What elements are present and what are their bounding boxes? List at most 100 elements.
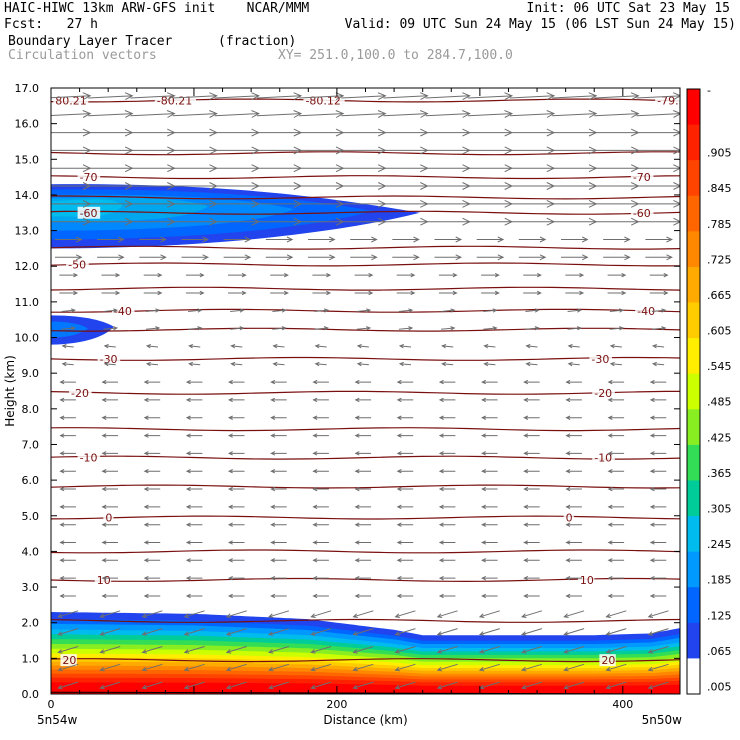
isotherm-line: [51, 484, 680, 489]
isotherm-label-bg: [592, 451, 615, 464]
colorbar-swatch: [687, 516, 700, 553]
wind-vector-arrow: [552, 164, 598, 173]
wind-vector-arrow: [267, 681, 290, 690]
wind-vector-arrow: [185, 558, 203, 563]
isotherm-label-bg: [577, 573, 595, 586]
wind-vector-arrow: [172, 128, 218, 137]
wind-vector-arrow: [594, 164, 640, 173]
wind-vector-arrow: [270, 504, 287, 510]
wind-vector-arrow: [214, 164, 260, 173]
colorbar-swatch: [687, 444, 700, 481]
wind-vector-arrow: [183, 628, 205, 636]
wind-vector-arrow: [227, 540, 245, 545]
colorbar-swatch: [687, 480, 700, 517]
wind-vector-arrow: [59, 504, 76, 510]
wind-vector-arrow: [59, 290, 79, 296]
wind-vector-arrow: [101, 540, 118, 545]
wind-vector-arrow: [636, 128, 680, 137]
wind-vector-arrow: [183, 646, 205, 654]
wind-vector-arrow: [649, 522, 667, 527]
header-valid-time: Valid: 09 UTC Sun 24 May 15 (06 LST Sun …: [344, 17, 736, 32]
wind-vector-arrow: [438, 558, 456, 563]
colorbar-label: .065: [707, 645, 732, 658]
wind-vector-arrow: [552, 92, 598, 101]
colorbar-label: .605: [707, 325, 732, 338]
wind-vector-arrow: [525, 361, 538, 367]
header-init-time: Init: 06 UTC Sat 23 May 15: [526, 1, 731, 16]
colorbar-label: .725: [707, 253, 732, 266]
y-tick-label: 9.0: [22, 367, 40, 380]
wind-vector-arrow: [312, 290, 332, 296]
wind-vector-arrow: [101, 522, 118, 527]
wind-vector-arrow: [308, 254, 336, 261]
wind-vector-arrow: [481, 558, 498, 563]
wind-vector-arrow: [310, 610, 332, 618]
isotherm-line: [51, 577, 680, 583]
wind-vector-arrow: [649, 469, 667, 474]
wind-vector-arrow: [143, 451, 161, 456]
wind-vector-arrow: [552, 110, 598, 118]
wind-vector-arrow: [483, 308, 498, 313]
wind-vector-arrow: [103, 326, 119, 331]
colorbar-label: .005: [707, 680, 732, 693]
wind-vector-arrow: [509, 110, 556, 118]
wind-vector-arrow: [356, 361, 369, 367]
wind-vector-arrow: [438, 575, 456, 581]
wind-vector-arrow: [518, 236, 547, 243]
wind-vector-arrow: [312, 486, 329, 492]
wind-vector-arrow: [565, 486, 582, 492]
mid-level-tracer-core: [51, 321, 89, 338]
wind-vector-arrow: [649, 397, 667, 403]
wind-vector-arrow: [314, 344, 327, 349]
wind-vector-arrow: [525, 344, 538, 349]
isotherm-line: [51, 195, 680, 200]
wind-vector-arrow: [99, 663, 121, 672]
wind-vector-arrow: [227, 593, 245, 599]
wind-vector-arrow: [523, 272, 542, 278]
colorbar-swatch: [687, 266, 700, 304]
wind-vector-arrow: [649, 575, 667, 581]
isotherm-label-bg: [655, 94, 680, 107]
wind-vector-arrow: [396, 575, 414, 581]
wind-vector-arrow: [257, 164, 303, 173]
y-tick-label: 12.0: [15, 260, 40, 273]
wind-vector-arrow: [520, 628, 543, 636]
wind-vector-arrow: [230, 361, 243, 367]
wind-vector-arrow: [59, 540, 76, 545]
wind-vector-arrow: [425, 128, 471, 137]
isotherm-label: -60: [80, 207, 98, 220]
wind-vector-arrow: [256, 92, 303, 101]
wind-vector-arrow: [481, 451, 498, 456]
wind-vector-arrow: [523, 290, 542, 296]
wind-vector-arrow: [563, 681, 585, 690]
wind-vector-arrow: [257, 128, 303, 137]
isotherm-label-bg: [630, 171, 654, 184]
wind-vector-arrow: [312, 504, 329, 510]
wind-vector-arrow: [392, 254, 420, 261]
y-tick-label: 4.0: [22, 545, 40, 558]
isotherm-label-bg: [599, 654, 616, 667]
wind-vector-arrow: [396, 451, 414, 456]
isotherm-label-bg: [97, 352, 121, 365]
wind-vector-arrow: [607, 486, 625, 492]
colorbar-label: .485: [707, 396, 732, 409]
wind-vector-arrow: [267, 646, 290, 654]
colorbar-label: .845: [707, 182, 732, 195]
wind-vector-arrow: [310, 628, 332, 636]
wind-vector-arrow: [607, 540, 625, 545]
wind-vector-arrow: [185, 379, 203, 385]
wind-vector-arrow: [139, 236, 167, 243]
wind-vector-arrow: [272, 361, 285, 367]
wind-vector-arrow: [567, 326, 582, 331]
isotherm-line: [51, 515, 680, 520]
wind-vector-arrow: [561, 254, 589, 261]
isotherm-label: -20: [594, 387, 612, 400]
wind-vector-arrow: [478, 610, 500, 618]
wind-vector-arrow: [436, 628, 458, 636]
overlay-name: Circulation vectors: [8, 48, 157, 63]
wind-vector-arrow: [59, 575, 76, 581]
isotherm-label-bg: [635, 304, 658, 317]
colorbar-top-label: -: [707, 84, 711, 97]
wind-vector-arrow: [394, 610, 416, 618]
